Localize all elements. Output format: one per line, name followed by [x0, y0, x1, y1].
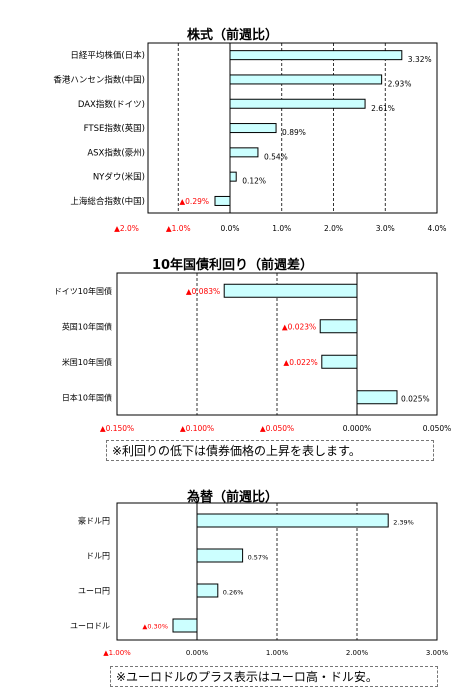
value-label: 0.025%	[401, 394, 430, 403]
category-label: ユーロドル	[70, 622, 110, 631]
value-label: 0.26%	[223, 589, 244, 597]
bar	[229, 50, 403, 61]
bar	[319, 319, 358, 334]
category-label: 香港ハンセン指数(中国)	[53, 74, 145, 85]
category-label: FTSE指数(英国)	[84, 123, 145, 134]
value-label: 2.93%	[388, 79, 412, 88]
category-label: 日本10年国債	[62, 392, 112, 402]
bar	[229, 74, 383, 85]
bar	[196, 583, 219, 598]
value-label: ▲0.083%	[186, 287, 220, 296]
x-tick-label: 0.0%	[220, 224, 239, 233]
bar	[229, 171, 237, 182]
category-label: ASX指数(豪州)	[87, 147, 145, 158]
chart-title-bonds: 10年国債利回り（前週差）	[151, 258, 314, 273]
note-bonds: ※利回りの低下は債券価格の上昇を表します。	[106, 440, 434, 461]
value-label: 0.12%	[242, 177, 266, 186]
value-label: 3.32%	[408, 55, 432, 64]
x-tick-label: 3.00%	[426, 649, 449, 657]
x-tick-label: ▲1.00%	[103, 649, 131, 657]
bar	[356, 390, 398, 405]
x-tick-label: ▲0.050%	[260, 424, 294, 433]
category-label: 上海総合指数(中国)	[70, 196, 145, 207]
bar	[321, 354, 358, 369]
x-tick-label: ▲2.0%	[114, 224, 139, 233]
bar	[172, 618, 198, 633]
x-tick-label: 3.0%	[376, 224, 395, 233]
category-label: 英国10年国債	[62, 321, 112, 331]
category-label: ドル円	[86, 552, 110, 561]
x-tick-label: 4.0%	[427, 224, 446, 233]
chart-title-fx: 為替（前週比）	[186, 490, 278, 505]
value-label: 2.39%	[393, 519, 414, 527]
bar	[229, 147, 259, 158]
chart-title-stocks: 株式（前週比）	[186, 28, 278, 43]
category-label: NYダウ(米国)	[93, 172, 145, 183]
x-tick-label: ▲0.150%	[100, 424, 134, 433]
value-label: ▲0.022%	[283, 358, 317, 367]
value-label: 0.54%	[264, 152, 288, 161]
value-label: ▲0.30%	[142, 623, 168, 631]
value-label: 0.57%	[248, 554, 269, 562]
category-label: 日経平均株価(日本)	[70, 50, 145, 61]
bar	[229, 98, 366, 109]
bar	[196, 513, 389, 528]
category-label: DAX指数(ドイツ)	[78, 99, 145, 110]
bar	[196, 548, 244, 563]
x-tick-label: 0.050%	[423, 424, 452, 433]
x-tick-label: 0.00%	[186, 649, 209, 657]
bar	[223, 283, 358, 298]
x-tick-label: 0.000%	[343, 424, 372, 433]
value-label: ▲0.023%	[282, 322, 316, 331]
value-label: 0.89%	[282, 128, 306, 137]
x-tick-label: 1.00%	[266, 649, 289, 657]
note-fx: ※ユーロドルのプラス表示はユーロ高・ドル安。	[110, 666, 438, 687]
plot-frame	[147, 42, 438, 214]
bar	[229, 123, 277, 134]
bar	[214, 195, 231, 206]
category-label: 米国10年国債	[62, 357, 112, 367]
x-tick-label: 1.0%	[272, 224, 291, 233]
x-tick-label: 2.00%	[346, 649, 369, 657]
x-tick-label: ▲1.0%	[166, 224, 191, 233]
x-tick-label: ▲0.100%	[180, 424, 214, 433]
value-label: ▲0.29%	[179, 197, 209, 206]
category-label: 豪ドル円	[78, 516, 110, 526]
value-label: 2.61%	[371, 104, 395, 113]
category-label: ユーロ円	[78, 587, 110, 596]
x-tick-label: 2.0%	[324, 224, 343, 233]
category-label: ドイツ10年国債	[54, 286, 112, 296]
